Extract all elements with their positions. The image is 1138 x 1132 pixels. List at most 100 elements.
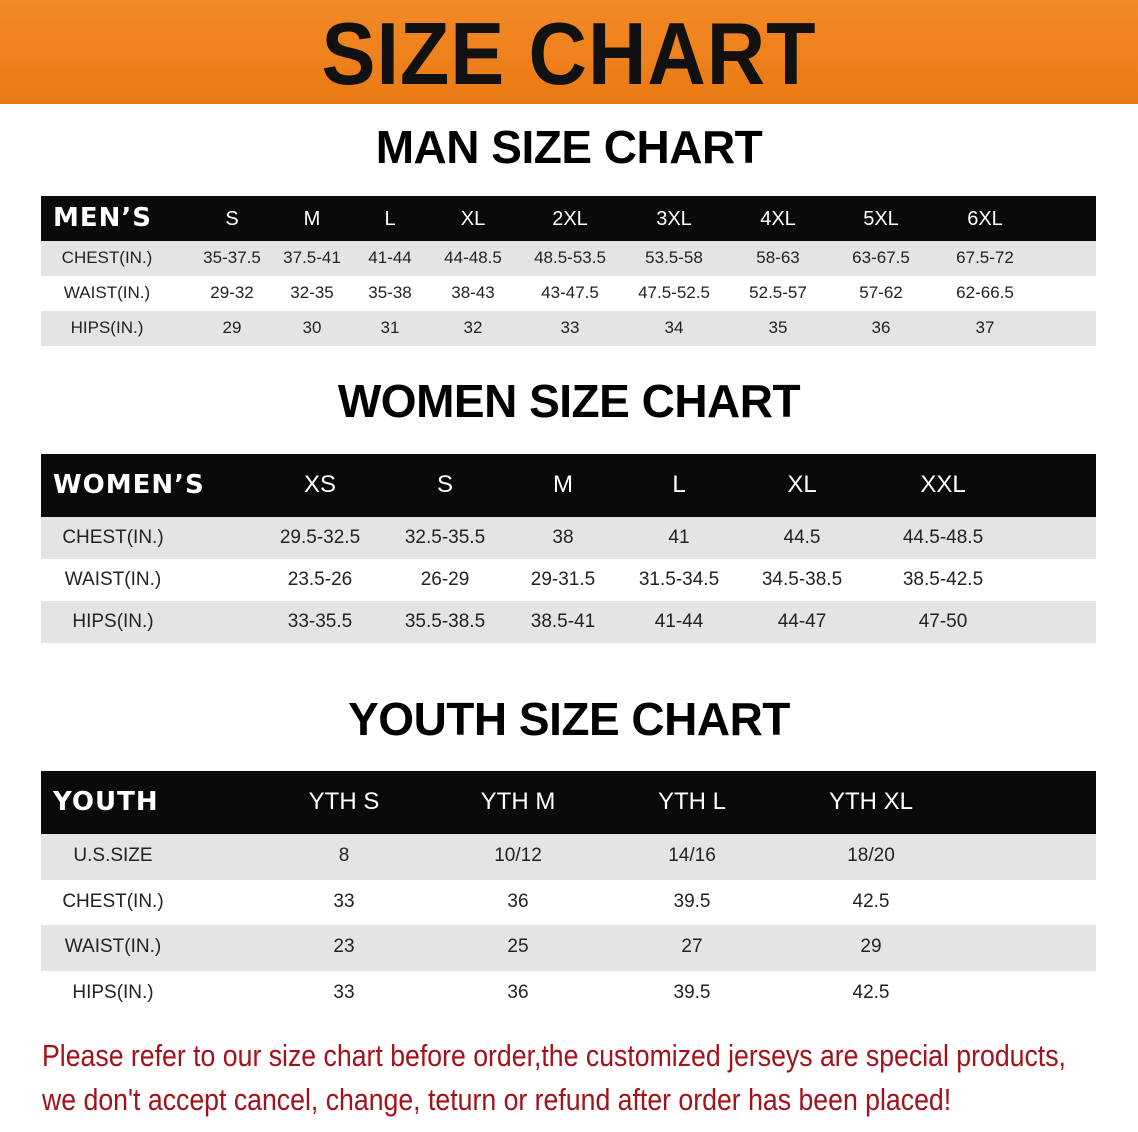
table-header-row: YOUTH YTH S YTH M YTH L YTH XL: [41, 771, 1096, 834]
table-cell: 39.5: [673, 890, 711, 912]
table-cell: 38: [552, 526, 574, 548]
row-label: WAIST(IN.): [64, 568, 162, 590]
table-cell: 35-38: [368, 283, 412, 303]
table-cell: 44.5-48.5: [902, 526, 984, 548]
size-header: YTH XL: [828, 788, 914, 816]
size-header: YTH L: [657, 788, 727, 816]
table-row: HIPS(IN.) 33-35.5 35.5-38.5 38.5-41 41-44 44-…: [41, 601, 1096, 643]
table-row: WAIST(IN.) 23 25 27 29: [41, 925, 1096, 971]
size-header: M: [553, 471, 573, 499]
table-cell: 23: [333, 936, 355, 958]
row-label: CHEST(IN.): [61, 248, 153, 268]
row-label: HIPS(IN.): [72, 610, 154, 632]
row-label: HIPS(IN.): [70, 318, 144, 338]
table-cell: 52.5-57: [749, 283, 807, 303]
table-cell: 38.5-42.5: [902, 568, 984, 590]
size-header: XS: [303, 471, 337, 499]
size-header: 6XL: [967, 207, 1003, 230]
size-header: M: [303, 207, 321, 230]
youth-section-title: YOUTH SIZE CHART: [348, 693, 790, 745]
table-cell: 37.5-41: [283, 248, 341, 268]
table-cell: 31.5-34.5: [638, 568, 720, 590]
table-row: CHEST(IN.) 33 36 39.5 42.5: [41, 879, 1096, 925]
header-label: MEN’S: [53, 202, 152, 233]
table-cell: 33: [333, 981, 355, 1003]
size-header: S: [225, 207, 239, 230]
table-row: HIPS(IN.) 29 30 31 32 33 34 35 36 37: [41, 311, 1096, 346]
table-cell: 63-67.5: [852, 248, 910, 268]
table-cell: 62-66.5: [956, 283, 1014, 303]
size-header: S: [436, 471, 454, 499]
size-header: 2XL: [552, 207, 588, 230]
table-cell: 47-50: [918, 610, 968, 632]
note-line-1: Please refer to our size chart before or…: [42, 1038, 1066, 1073]
table-cell: 29.5-32.5: [279, 526, 361, 548]
table-cell: 25: [507, 936, 529, 958]
table-row: WAIST(IN.) 23.5-26 26-29 29-31.5 31.5-34.5 34…: [41, 559, 1096, 601]
table-cell: 32-35: [290, 283, 334, 303]
table-cell: 38.5-41: [530, 610, 596, 632]
table-cell: 31: [380, 318, 400, 338]
table-cell: 32: [463, 318, 483, 338]
table-header-row: MEN’S S M L XL 2XL 3XL 4XL 5XL 6XL: [41, 196, 1096, 241]
table-row: CHEST(IN.) 35-37.5 37.5-41 41-44 44-48.5 48.5…: [41, 241, 1096, 276]
table-cell: 33: [333, 890, 355, 912]
table-cell: 53.5-58: [645, 248, 703, 268]
row-label: HIPS(IN.): [72, 981, 154, 1003]
size-header: XL: [787, 471, 817, 499]
table-cell: 35.5-38.5: [404, 610, 486, 632]
table-cell: 26-29: [420, 568, 470, 590]
size-header: 4XL: [760, 207, 796, 230]
table-cell: 37: [975, 318, 995, 338]
table-cell: 42.5: [852, 981, 890, 1003]
table-cell: 29-32: [210, 283, 254, 303]
table-cell: 29: [222, 318, 242, 338]
table-cell: 10/12: [494, 845, 542, 867]
table-cell: 47.5-52.5: [638, 283, 710, 303]
banner: SIZE CHART: [0, 0, 1138, 104]
table-cell: 41: [668, 526, 690, 548]
table-cell: 8: [338, 845, 350, 867]
table-cell: 34: [664, 318, 684, 338]
men-section-title: MAN SIZE CHART: [375, 121, 763, 173]
table-header-row: WOMEN’S XS S M L XL XXL: [41, 454, 1096, 517]
row-label: WAIST(IN.): [64, 936, 162, 958]
women-section-title: WOMEN SIZE CHART: [337, 375, 801, 427]
table-cell: 23.5-26: [287, 568, 353, 590]
table-cell: 29-31.5: [530, 568, 596, 590]
size-header: 3XL: [656, 207, 692, 230]
row-label: WAIST(IN.): [63, 283, 151, 303]
table-cell: 38-43: [451, 283, 495, 303]
table-cell: 43-47.5: [541, 283, 599, 303]
row-label: CHEST(IN.): [62, 526, 164, 548]
table-cell: 39.5: [673, 981, 711, 1003]
table-cell: 32.5-35.5: [404, 526, 486, 548]
table-cell: 33-35.5: [287, 610, 353, 632]
table-row: HIPS(IN.) 33 36 39.5 42.5: [41, 970, 1096, 1016]
table-cell: 44-47: [777, 610, 827, 632]
size-header: L: [384, 207, 396, 230]
size-header: YTH M: [480, 788, 556, 816]
table-cell: 58-63: [756, 248, 800, 268]
table-cell: 42.5: [852, 890, 890, 912]
table-cell: 29: [860, 936, 882, 958]
table-cell: 14/16: [668, 845, 716, 867]
table-cell: 35-37.5: [203, 248, 261, 268]
header-label: YOUTH: [53, 786, 159, 817]
table-row: WAIST(IN.) 29-32 32-35 35-38 38-43 43-47.5 47.…: [41, 276, 1096, 311]
table-cell: 57-62: [859, 283, 903, 303]
size-header: XXL: [920, 471, 966, 499]
table-cell: 44-48.5: [444, 248, 502, 268]
table-cell: 67.5-72: [956, 248, 1014, 268]
table-cell: 27: [681, 936, 703, 958]
header-label: WOMEN’S: [53, 469, 205, 500]
table-cell: 36: [871, 318, 891, 338]
row-label: CHEST(IN.): [62, 890, 164, 912]
table-cell: 36: [507, 981, 529, 1003]
table-cell: 41-44: [368, 248, 412, 268]
table-cell: 48.5-53.5: [534, 248, 606, 268]
table-cell: 36: [507, 890, 529, 912]
banner-title: SIZE CHART: [321, 4, 817, 103]
size-header: XL: [460, 207, 486, 230]
size-header: L: [672, 471, 686, 499]
